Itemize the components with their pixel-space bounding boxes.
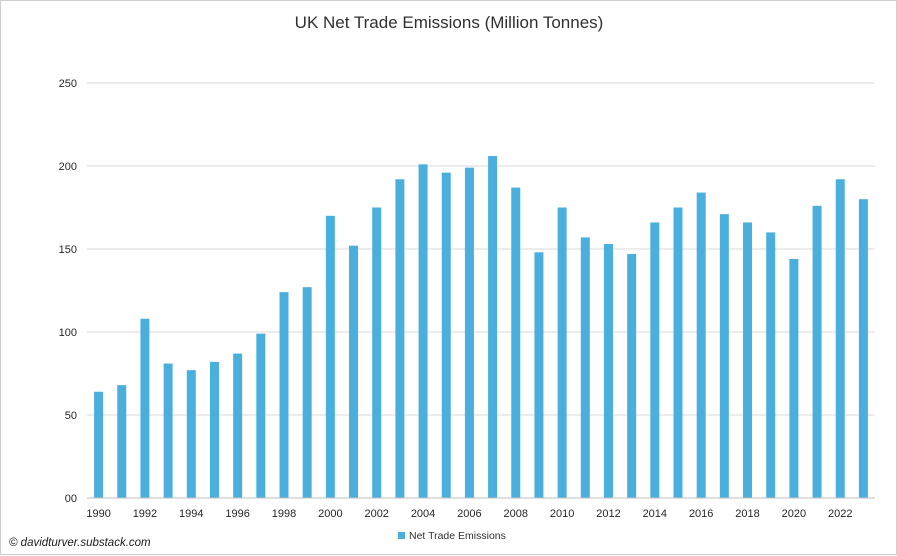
bar-2023 — [858, 199, 868, 498]
bar-2004 — [418, 164, 428, 498]
bar-2005 — [441, 172, 451, 498]
legend-label: Net Trade Emissions — [409, 530, 506, 542]
x-tick-label: 2018 — [735, 508, 759, 520]
x-tick-label: 1992 — [133, 508, 157, 520]
bar-1991 — [117, 385, 127, 498]
x-tick-label: 2010 — [550, 508, 574, 520]
x-tick-label: 2002 — [364, 508, 388, 520]
bar-2012 — [603, 244, 613, 498]
bar-2019 — [766, 232, 776, 498]
legend: Net Trade Emissions — [398, 530, 506, 542]
bar-1994 — [186, 370, 196, 498]
bar-2020 — [789, 258, 799, 498]
bar-2021 — [812, 205, 822, 498]
x-tick-label: 1990 — [86, 508, 110, 520]
bar-2016 — [696, 192, 706, 498]
bar-1998 — [279, 292, 289, 498]
y-tick-label: 100 — [59, 327, 77, 339]
bar-2000 — [325, 215, 335, 499]
bar-2015 — [673, 207, 683, 498]
bar-2013 — [627, 253, 637, 498]
bar-1990 — [94, 391, 104, 498]
bar-1999 — [302, 287, 312, 498]
bar-1996 — [233, 353, 243, 498]
bar-1995 — [209, 361, 219, 498]
bar-1993 — [163, 363, 173, 498]
bar-2002 — [372, 207, 382, 498]
x-axis: 1990 1992 1994 1996 1998 2000 2002 2004 2006 2008… — [86, 508, 852, 520]
bar-2007 — [488, 156, 498, 499]
x-tick-label: 2004 — [411, 508, 435, 520]
bar-2018 — [743, 222, 753, 498]
bar-2003 — [395, 179, 405, 498]
bar-2009 — [534, 252, 544, 498]
x-tick-label: 2022 — [828, 508, 852, 520]
x-tick-label: 2020 — [782, 508, 806, 520]
y-tick-label: 250 — [59, 78, 77, 90]
x-tick-label: 2006 — [457, 508, 481, 520]
legend-swatch — [398, 532, 405, 539]
x-tick-label: 2000 — [318, 508, 342, 520]
chart-title: UK Net Trade Emissions (Million Tonnes) — [295, 13, 604, 32]
bar-2006 — [464, 167, 474, 498]
bar-1997 — [256, 333, 266, 498]
bar-2017 — [719, 214, 729, 498]
bar-2022 — [835, 179, 845, 498]
x-tick-label: 2016 — [689, 508, 713, 520]
x-tick-label: 1996 — [225, 508, 249, 520]
x-tick-label: 2014 — [643, 508, 667, 520]
y-tick-label: 200 — [59, 161, 77, 173]
bar-1992 — [140, 318, 150, 498]
gridlines — [87, 82, 875, 416]
x-tick-label: 2008 — [504, 508, 528, 520]
bar-2010 — [557, 207, 567, 498]
bar-2014 — [650, 222, 660, 498]
y-tick-label: 00 — [65, 493, 77, 505]
bar-2001 — [349, 245, 359, 498]
bar-2011 — [580, 237, 590, 498]
x-tick-label: 2012 — [596, 508, 620, 520]
bar-2008 — [511, 187, 521, 498]
y-axis: 00 50 100 150 200 250 — [59, 78, 77, 505]
y-tick-label: 50 — [65, 410, 77, 422]
y-tick-label: 150 — [59, 244, 77, 256]
x-tick-label: 1998 — [272, 508, 296, 520]
bar-series — [94, 156, 868, 499]
x-tick-label: 1994 — [179, 508, 203, 520]
credit-text: © davidturver.substack.com — [9, 537, 151, 549]
